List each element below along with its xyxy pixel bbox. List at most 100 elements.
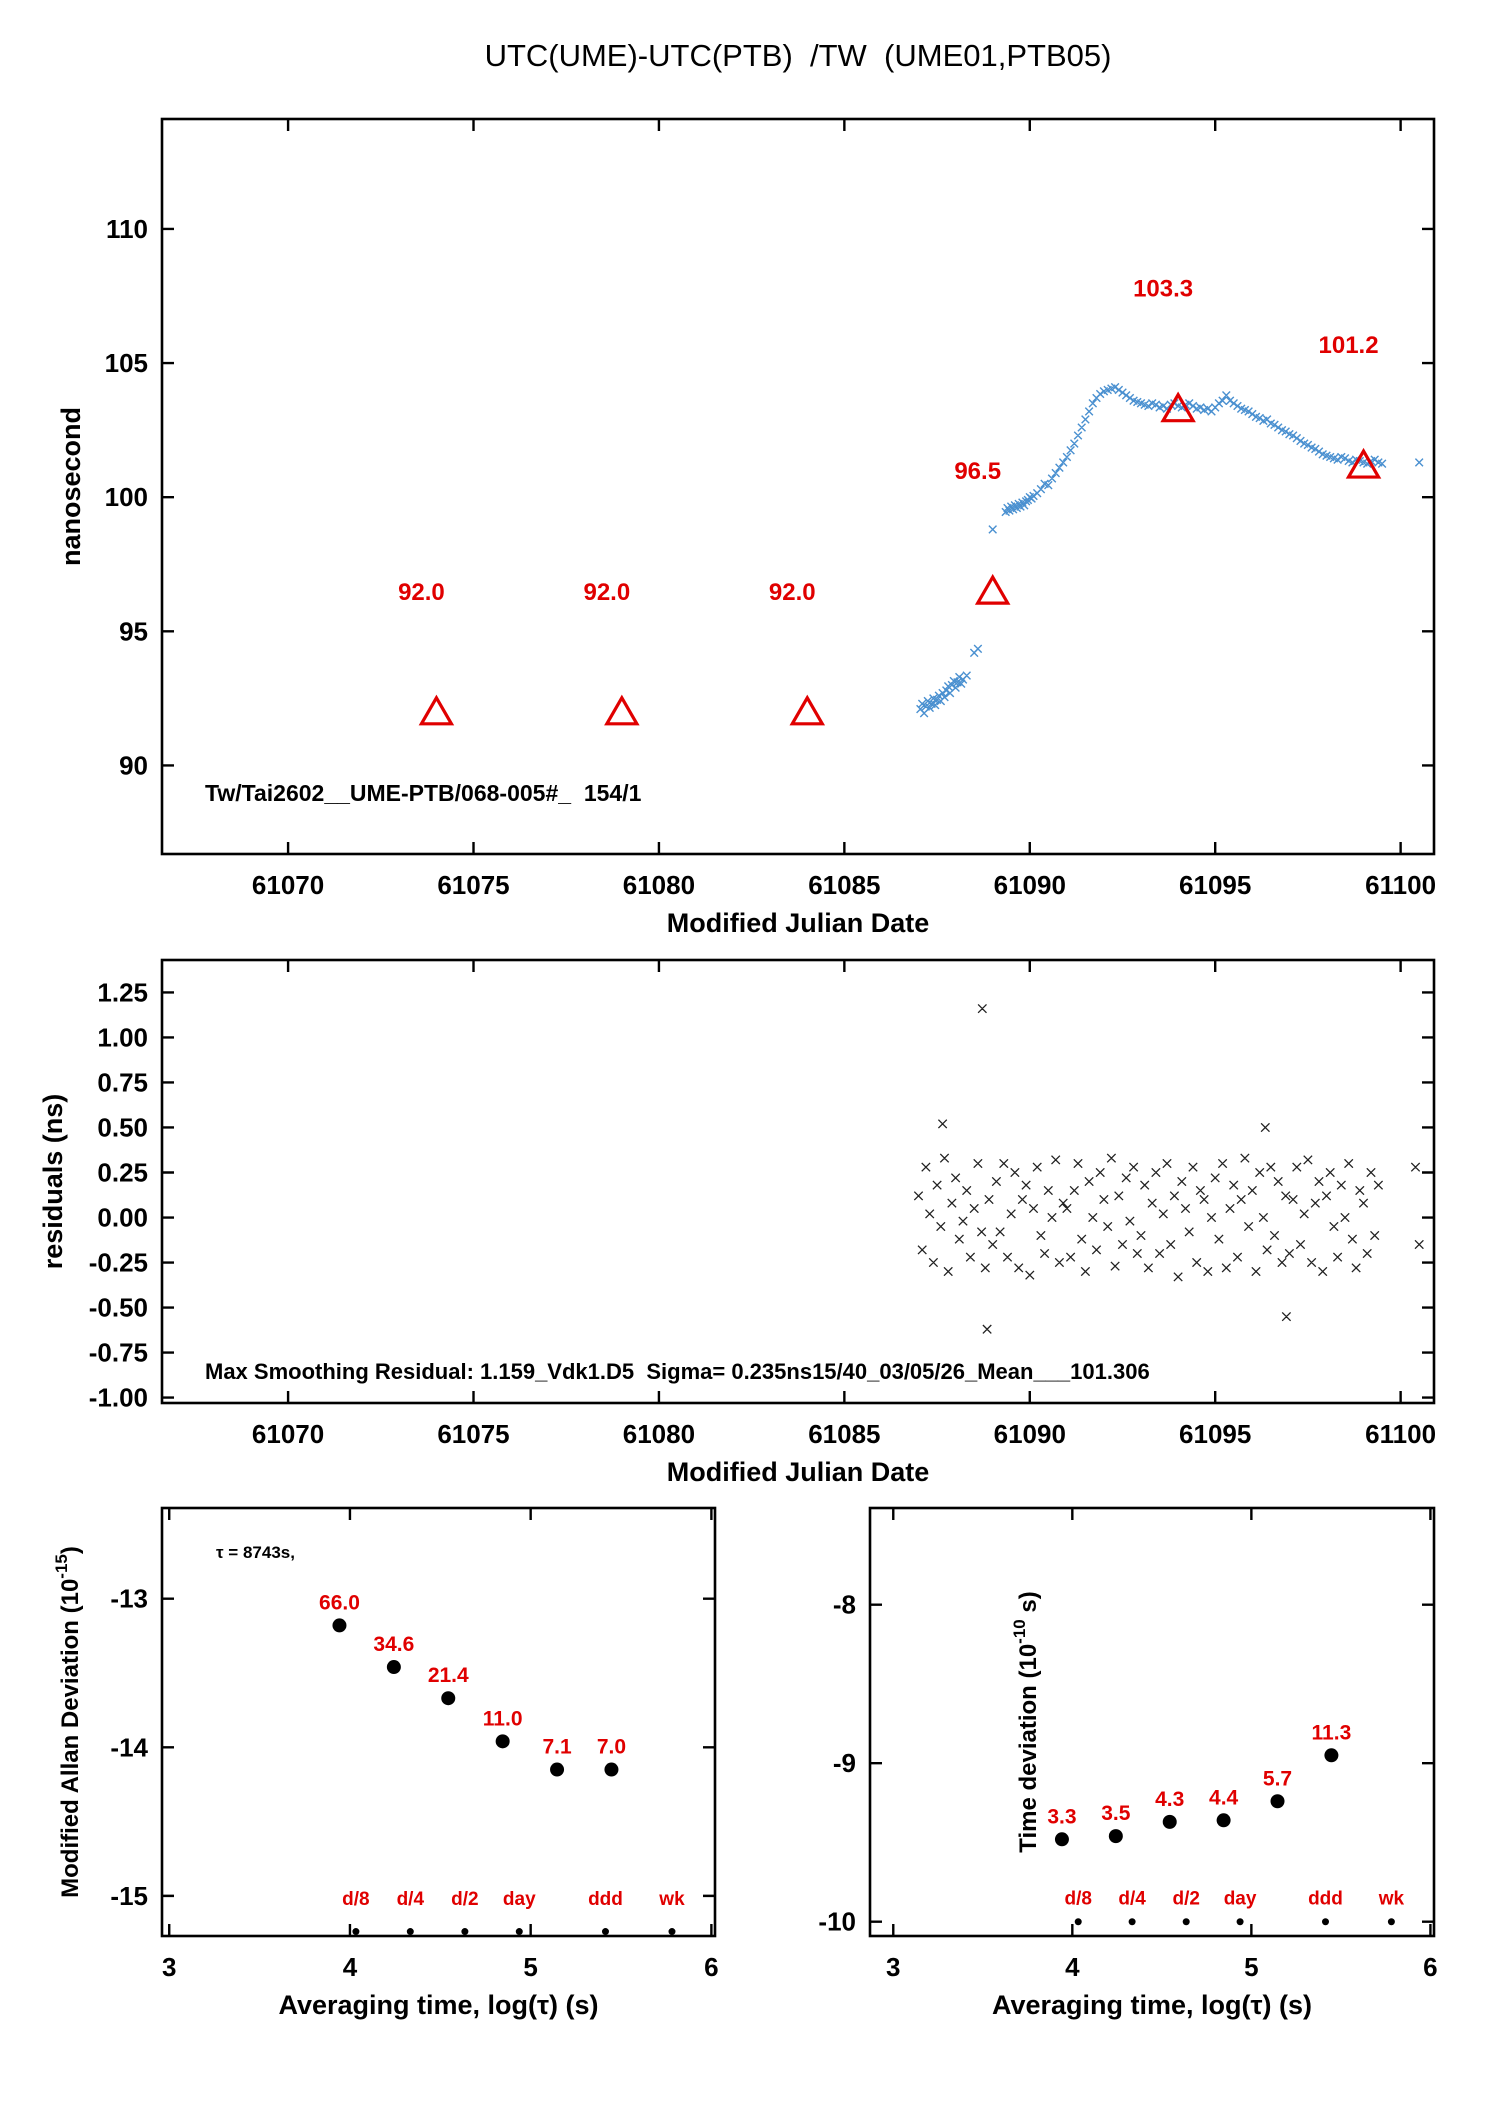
tau-reference-dot (1074, 1918, 1082, 1926)
axis-frame (160, 117, 1436, 856)
calibration-triangles: 92.0 92.0 92.0 96.5 103.3 101.2 (398, 276, 1382, 726)
y-tick-label: -14 (110, 1732, 148, 1762)
triangle-marker (789, 694, 826, 726)
tau-reference-label: day (503, 1889, 536, 1910)
triangle-marker (604, 694, 640, 726)
tau-reference-dot (406, 1928, 414, 1936)
triangle-value-label: 92.0 (398, 579, 445, 606)
x-axis-title: Averaging time, log(τ) (s) (278, 1990, 598, 2020)
tau-reference-dot (668, 1928, 676, 1936)
scatter-x-markers (913, 1003, 1424, 1334)
tau-reference-label: d/4 (397, 1889, 425, 1910)
tau-reference-dot (601, 1928, 609, 1936)
y-tick-label: -10 (818, 1907, 856, 1937)
y-tick-label: -0.75 (89, 1338, 148, 1368)
triangle-value-label: 96.5 (954, 458, 1001, 485)
tau-reference-dot (1128, 1918, 1136, 1926)
triangle-value-label: 92.0 (583, 579, 630, 606)
x-tick-label: 61095 (1179, 1419, 1251, 1449)
y-tick-label: -0.50 (89, 1293, 148, 1323)
deviation-value-label: 7.0 (597, 1736, 626, 1759)
deviation-value-label: 11.0 (483, 1707, 523, 1730)
x-tick-label: 61070 (252, 870, 324, 900)
tau-reference-dot (352, 1928, 360, 1936)
tau-reference-label: wk (658, 1889, 685, 1910)
tau-reference-dot (1387, 1918, 1395, 1926)
x-tick-label: 61085 (808, 870, 880, 900)
tau-reference-dot (515, 1928, 523, 1936)
deviation-value-label: 66.0 (319, 1591, 360, 1614)
y-tick-label: 90 (119, 750, 148, 780)
x-tick-label: 3 (886, 1952, 900, 1982)
y-tick-label: -13 (110, 1584, 148, 1614)
triangle-marker (418, 694, 455, 726)
x-tick-label: 4 (1065, 1952, 1080, 1982)
tau-reference-dot (1321, 1918, 1329, 1926)
series-two-way-phase-data (916, 382, 1424, 718)
deviation-points: 3.3 3.5 4.3 4.4 5.7 11.3 (1047, 1721, 1352, 1847)
y-tick-label: 1.25 (97, 977, 148, 1007)
y-tick-label: 1.00 (97, 1022, 148, 1052)
y-tick-label: -8 (833, 1590, 856, 1620)
x-tick-label: 61095 (1179, 870, 1251, 900)
axis-frame (160, 958, 1436, 1405)
x-tick-label: 5 (1244, 1952, 1258, 1982)
deviation-dot (1270, 1794, 1285, 1809)
x-tick-label: 61100 (1365, 1419, 1436, 1449)
y-tick-label: 100 (105, 482, 148, 512)
y-tick-label: -9 (833, 1748, 856, 1778)
tau-reference-label: d/8 (342, 1889, 369, 1910)
triangle-value-label: 101.2 (1319, 332, 1379, 359)
triangle-marker (1345, 447, 1382, 479)
deviation-dot (604, 1762, 619, 1777)
x-axis-title: Averaging time, log(τ) (s) (992, 1990, 1312, 2020)
y-tick-label: 0.50 (97, 1112, 148, 1142)
triangle-marker (1160, 391, 1196, 423)
deviation-value-label: 11.3 (1312, 1721, 1352, 1744)
x-tick-label: 6 (1423, 1952, 1437, 1982)
scatter-x-markers (916, 382, 1424, 718)
axis-frame (868, 1506, 1436, 1938)
y-tick-label: 0.75 (97, 1067, 148, 1097)
y-tick-label: -15 (110, 1881, 148, 1911)
deviation-value-label: 3.3 (1047, 1805, 1076, 1828)
tau-reference-dot (461, 1928, 469, 1936)
plot-annotation: Max Smoothing Residual: 1.159_Vdk1.D5 Si… (205, 1359, 1150, 1384)
y-tick-label: 0.25 (97, 1157, 148, 1187)
plot-annotation: Tw/Tai2602__UME-PTB/068-005#_ 154/1 (205, 780, 642, 806)
deviation-dot (1054, 1832, 1069, 1847)
deviation-dot (332, 1618, 347, 1633)
y-tick-label: 105 (105, 348, 148, 378)
y-axis-title: Time deviation (10-10 s) (1010, 1591, 1042, 1853)
x-tick-label: 61070 (252, 1419, 324, 1449)
deviation-dot (386, 1660, 401, 1675)
deviation-dot (1108, 1829, 1123, 1844)
x-axis-title: Modified Julian Date (667, 1457, 930, 1487)
x-tick-label: 4 (343, 1952, 358, 1982)
tau-reference-markers: d/8 d/4 d/2 day ddd wk (1065, 1888, 1404, 1926)
deviation-value-label: 21.4 (428, 1664, 469, 1687)
deviation-dot (550, 1762, 565, 1777)
x-tick-label: 3 (162, 1952, 176, 1982)
y-axis-title: nanosecond (56, 407, 86, 566)
deviation-value-label: 3.5 (1101, 1802, 1131, 1825)
tau-reference-label: d/2 (1172, 1888, 1199, 1909)
y-axis-title: residuals (ns) (38, 1094, 68, 1270)
deviation-value-label: 4.4 (1209, 1786, 1239, 1809)
tau-reference-markers: d/8 d/4 d/2 day ddd wk (342, 1889, 685, 1936)
x-tick-label: 61080 (623, 1419, 695, 1449)
x-tick-label: 61100 (1365, 870, 1436, 900)
y-tick-label: 95 (119, 616, 148, 646)
y-tick-label: -0.25 (89, 1248, 148, 1278)
deviation-value-label: 4.3 (1155, 1788, 1184, 1811)
x-tick-label: 61080 (623, 870, 695, 900)
tau-reference-dot (1236, 1918, 1244, 1926)
deviation-value-label: 34.6 (373, 1633, 414, 1656)
y-axis-title: Modified Allan Deviation (10-15) (52, 1546, 84, 1898)
deviation-value-label: 5.7 (1263, 1767, 1292, 1790)
x-tick-label: 61090 (994, 1419, 1066, 1449)
deviation-dot (1324, 1748, 1339, 1763)
plot-annotation: τ = 8743s, (216, 1543, 295, 1562)
